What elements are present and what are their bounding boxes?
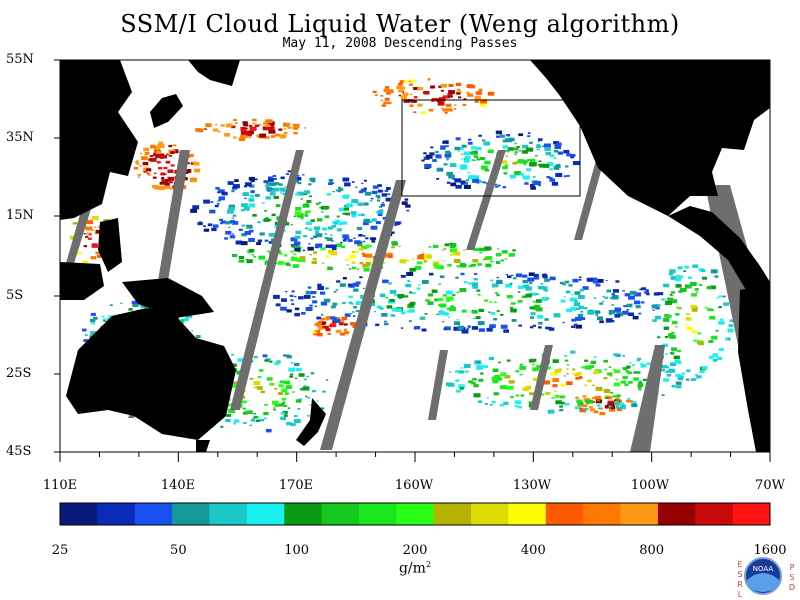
colorbar-label: 800 — [639, 543, 665, 558]
latitude-label: 35N — [6, 130, 34, 145]
longitude-label: 70W — [755, 478, 785, 493]
land-australia — [66, 308, 236, 440]
longitude-label: 100W — [630, 478, 670, 493]
land-kamchatka — [188, 60, 240, 86]
colorbar — [59, 502, 771, 526]
chart-subtitle: May 11, 2008 Descending Passes — [282, 36, 518, 51]
latitude-label: 55N — [6, 52, 34, 67]
longitude-label: 170E — [278, 478, 314, 493]
colorbar-label: 400 — [520, 543, 546, 558]
map-area — [60, 60, 770, 452]
colorbar-swatch — [172, 503, 210, 525]
colorbar-units: g/m2 — [398, 560, 432, 577]
longitude-label: 110E — [42, 478, 78, 493]
colorbar-swatch — [657, 503, 696, 525]
land-asia — [60, 60, 138, 220]
land-borneo — [60, 262, 104, 300]
swath-gap — [630, 345, 665, 452]
colorbar-swatch — [695, 503, 734, 525]
colorbar-swatch — [284, 503, 323, 525]
colorbar-swatch — [358, 503, 397, 525]
colorbar-swatch — [545, 503, 584, 525]
colorbar-swatch — [60, 503, 98, 525]
colorbar-swatch — [471, 503, 509, 525]
colorbar-swatch — [321, 503, 360, 525]
swath-gap — [530, 345, 553, 410]
colorbar-label: 1600 — [753, 543, 787, 558]
colorbar-swatch — [246, 503, 285, 525]
land-masses — [60, 60, 770, 452]
swath-gap — [230, 150, 304, 410]
longitude-label: 130W — [512, 478, 552, 493]
latitude-label: 15N — [6, 208, 34, 223]
region-box — [401, 99, 581, 197]
land-new-guinea — [122, 278, 214, 318]
latitude-label: 5S — [6, 288, 24, 303]
colorbar-label: 25 — [51, 543, 69, 558]
colorbar-swatch — [508, 503, 547, 525]
colorbar-label: 100 — [284, 543, 310, 558]
land-south-america — [738, 284, 770, 452]
swath-gap — [466, 150, 506, 250]
swath-gap — [574, 160, 604, 240]
land-new-zealand — [296, 398, 326, 446]
swath-gap — [428, 350, 448, 420]
axis-ticks — [54, 59, 771, 462]
latitude-label: 25S — [6, 366, 32, 381]
land-philippines — [98, 218, 122, 272]
cloud-field — [70, 78, 735, 433]
svg-text:NOAA: NOAA — [753, 565, 774, 573]
colorbar-swatch — [620, 503, 659, 525]
longitude-label: 140E — [160, 478, 196, 493]
colorbar-swatch — [209, 503, 248, 525]
colorbar-swatch — [732, 503, 771, 525]
noaa-logo: NOAA — [744, 557, 782, 595]
land-north-america — [530, 60, 770, 216]
colorbar-label: 50 — [170, 543, 187, 558]
colorbar-swatch — [97, 503, 136, 525]
latitude-label: 45S — [6, 444, 32, 459]
land-central-america — [668, 206, 770, 312]
colorbar-swatch — [134, 503, 173, 525]
colorbar-swatch — [583, 503, 622, 525]
longitude-label: 160W — [394, 478, 434, 493]
colorbar-swatch — [396, 503, 435, 525]
land-japan — [150, 94, 183, 128]
colorbar-swatch — [433, 503, 472, 525]
land-tasmania — [196, 440, 210, 452]
chart-title: SSM/I Cloud Liquid Water (Weng algorithm… — [120, 10, 680, 38]
colorbar-label: 200 — [402, 543, 428, 558]
swath-gap — [320, 180, 406, 450]
